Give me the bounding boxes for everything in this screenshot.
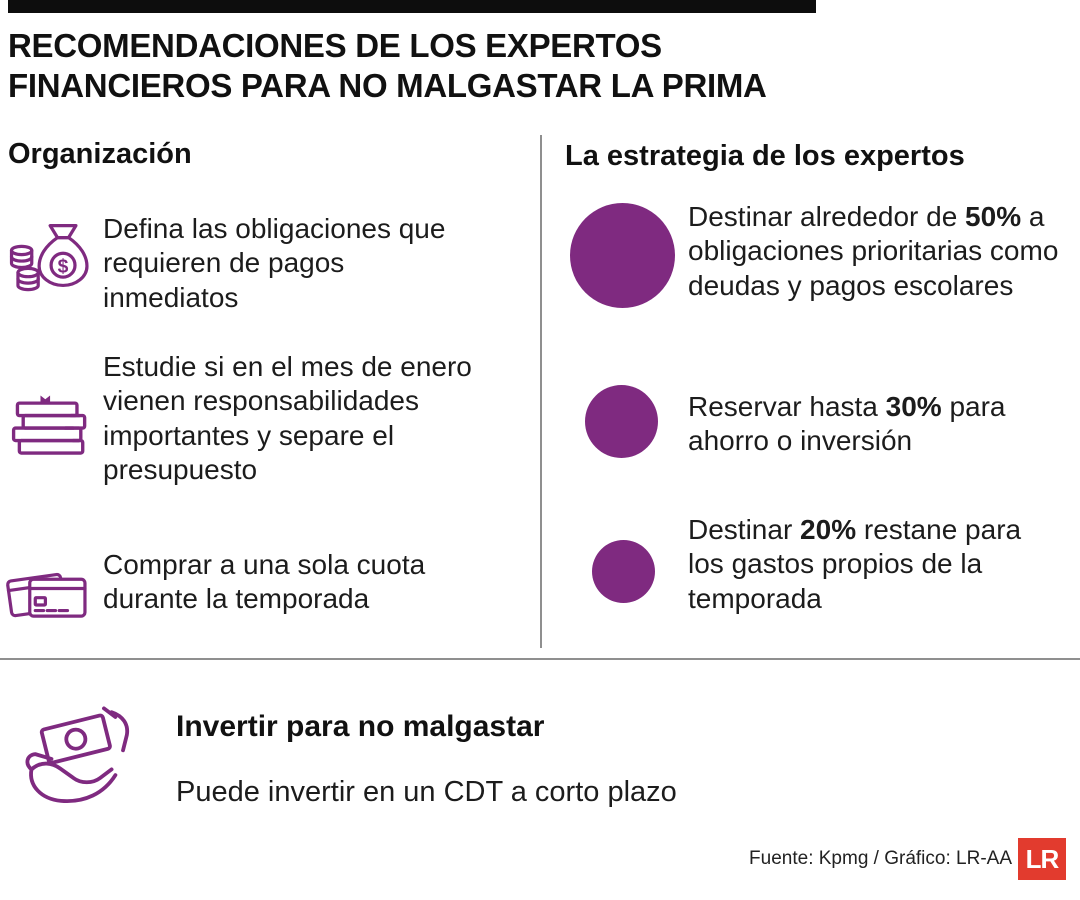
- strategy-item-pre: Reservar hasta: [688, 391, 886, 422]
- strategy-heading: La estrategia de los expertos: [565, 140, 965, 172]
- horizontal-divider: [0, 658, 1080, 660]
- svg-text:$: $: [58, 257, 69, 278]
- strategy-item-post: restane para los gastos propios de la te…: [688, 514, 1022, 614]
- bubble-30-percent: [585, 385, 658, 458]
- vertical-divider: [540, 135, 542, 648]
- organization-item-text: Defina las obligaciones que requieren de…: [103, 213, 446, 313]
- strategy-item-post: para ahorro o inversión: [688, 391, 1006, 457]
- lr-logo: LR: [1018, 838, 1066, 880]
- strategy-item-percent: 50%: [965, 201, 1022, 232]
- page-title-line1: RECOMENDACIONES DE LOS EXPERTOS: [8, 27, 662, 64]
- money-bag-icon: $: [6, 210, 98, 302]
- strategy-item-text: Destinar alrededor de 50% a obligaciones…: [688, 200, 1080, 303]
- credit-card-icon: [4, 548, 96, 640]
- source-credit: Fuente: Kpmg / Gráfico: LR-AA: [749, 848, 1012, 869]
- invest-text: Puede invertir en un CDT a corto plazo: [176, 776, 677, 808]
- bubble-20-percent: [592, 540, 655, 603]
- strategy-item-text: Destinar 20% restane para los gastos pro…: [688, 513, 1033, 616]
- handshake-money-icon: [20, 695, 144, 819]
- strategy-item-pre: Destinar alrededor de: [688, 201, 966, 232]
- strategy-item-percent: 20%: [800, 514, 857, 545]
- strategy-item-text: Reservar hasta 30% para ahorro o inversi…: [688, 390, 1080, 459]
- strategy-item-pre: Destinar: [688, 514, 801, 545]
- books-icon: [4, 382, 100, 478]
- invest-heading: Invertir para no malgastar: [176, 710, 545, 743]
- page-title: RECOMENDACIONES DE LOS EXPERTOS FINANCIE…: [8, 26, 868, 105]
- strategy-item-post: a obligaciones prioritarias como deudas …: [688, 201, 1059, 301]
- top-black-bar: [8, 0, 816, 13]
- strategy-item-percent: 30%: [885, 391, 942, 422]
- organization-item-text: Estudie si en el mes de enero vienen res…: [103, 351, 472, 486]
- bubble-50-percent: [570, 203, 675, 308]
- page-title-line2: FINANCIEROS PARA NO MALGASTAR LA PRIMA: [8, 66, 767, 104]
- organization-item-text: Comprar a una sola cuota durante la temp…: [103, 549, 426, 615]
- organization-heading: Organización: [8, 138, 192, 170]
